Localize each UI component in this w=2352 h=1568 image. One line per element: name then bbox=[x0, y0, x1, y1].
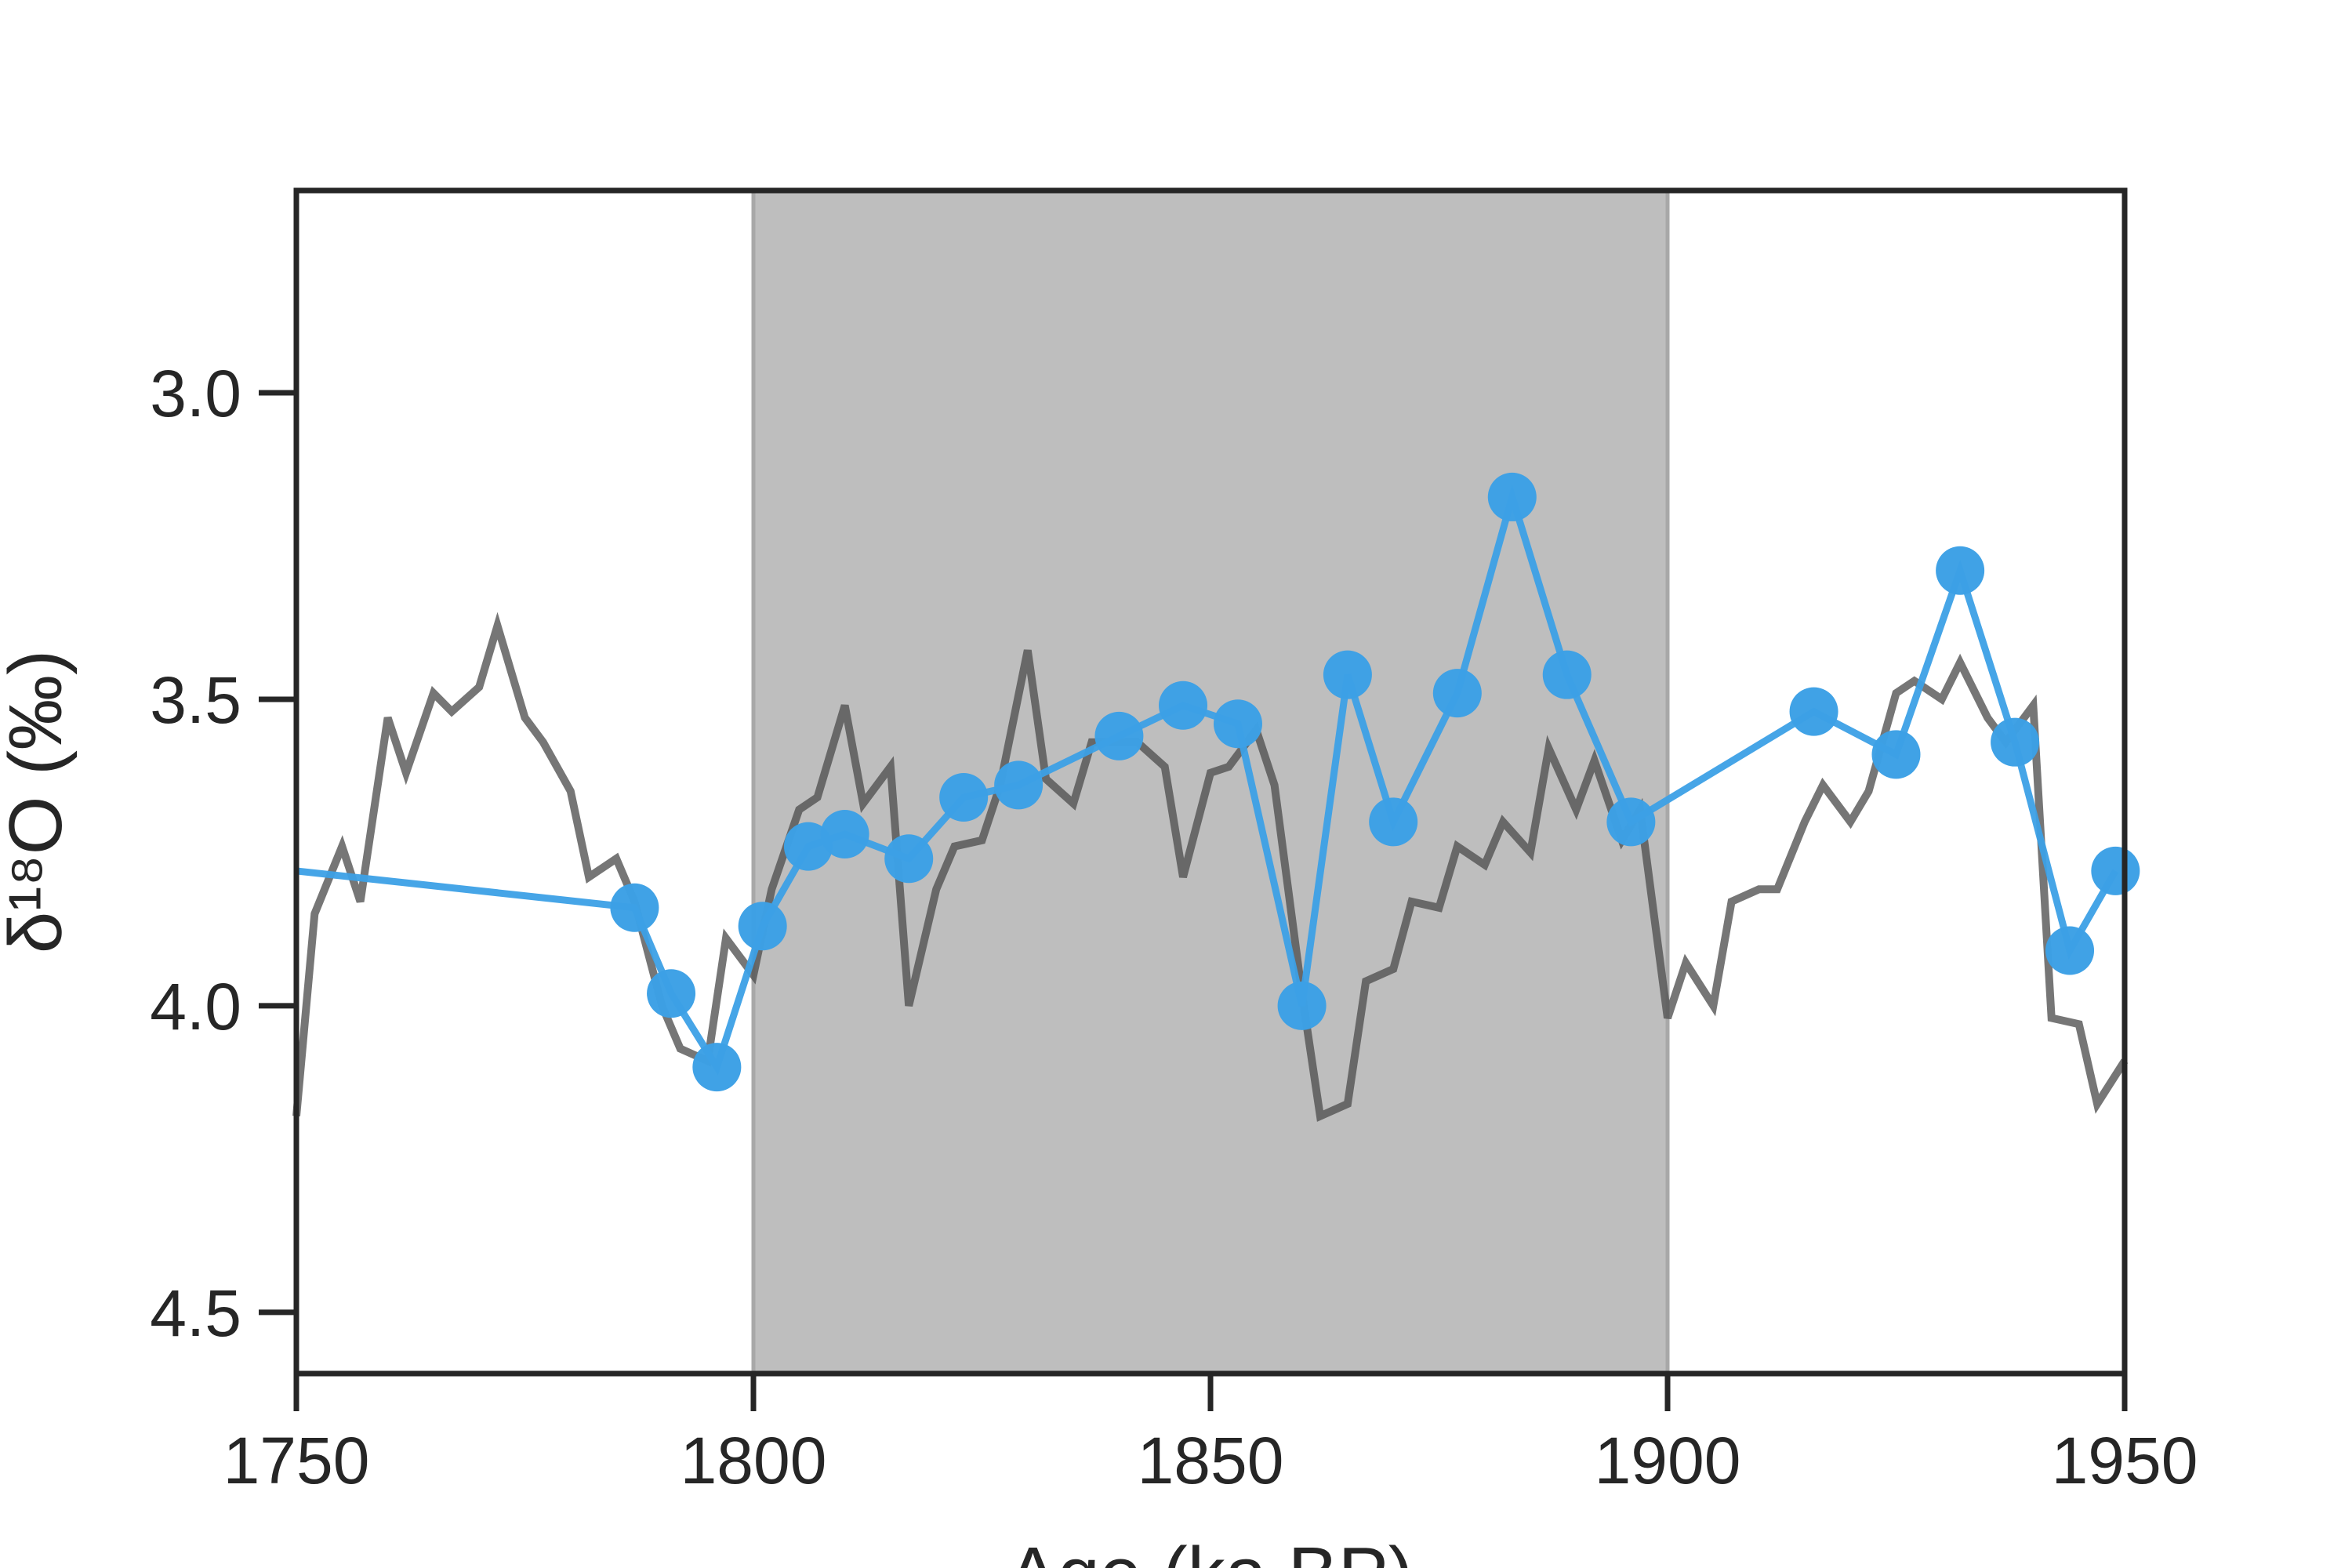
series-2-point bbox=[1213, 699, 1262, 749]
y-axis-label: δ¹⁸O (‰) bbox=[0, 650, 78, 953]
series-2-point bbox=[1432, 669, 1482, 718]
x-tick-label: 1900 bbox=[1595, 1424, 1741, 1497]
series-2-point bbox=[2091, 846, 2140, 895]
y-tick-label: 3.0 bbox=[150, 357, 241, 430]
ticks-layer: 1750 1800 1850 1900 1950 3.0 3.5 4.0 4.5 bbox=[150, 357, 2198, 1497]
series-2-point bbox=[1991, 717, 2040, 767]
series-2-point bbox=[939, 773, 989, 822]
series-2-point bbox=[1936, 546, 1985, 595]
x-tick-label: 1750 bbox=[223, 1424, 370, 1497]
series-2-point bbox=[1871, 730, 1921, 779]
series-2-point bbox=[692, 1043, 742, 1092]
series-2-point bbox=[1487, 472, 1537, 521]
series-2-point bbox=[1606, 797, 1656, 847]
series-2-point bbox=[994, 760, 1044, 810]
series-2-point bbox=[820, 809, 869, 858]
series-2-point bbox=[884, 834, 934, 884]
series-2-point bbox=[1159, 681, 1208, 730]
y-tick-label: 4.0 bbox=[150, 970, 241, 1044]
x-tick-label: 1950 bbox=[2052, 1424, 2198, 1497]
series-layer bbox=[292, 472, 2140, 1122]
series-2-point bbox=[1542, 650, 1592, 699]
x-axis-label: Age (ka BP) bbox=[1007, 1532, 1414, 1568]
series-2-point bbox=[1369, 797, 1418, 847]
series-2-point bbox=[783, 822, 833, 871]
series-2-point bbox=[1789, 687, 1838, 736]
series-2-point bbox=[610, 883, 659, 932]
x-tick-label: 1850 bbox=[1138, 1424, 1284, 1497]
y-tick-label: 4.5 bbox=[150, 1276, 241, 1350]
series-2-point bbox=[738, 902, 787, 951]
series-1-line bbox=[292, 612, 2129, 1122]
series-2-point bbox=[647, 969, 696, 1018]
series-2-point bbox=[1277, 981, 1327, 1030]
series-2-point bbox=[1323, 650, 1372, 699]
x-tick-label: 1800 bbox=[681, 1424, 827, 1497]
y-tick-label: 3.5 bbox=[150, 663, 241, 737]
series-2-point bbox=[2045, 926, 2095, 975]
series-2-point bbox=[1094, 711, 1144, 760]
